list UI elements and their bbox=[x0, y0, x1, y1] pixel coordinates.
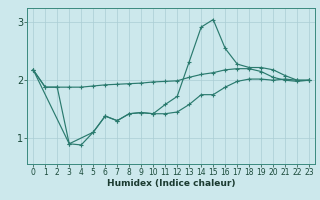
X-axis label: Humidex (Indice chaleur): Humidex (Indice chaleur) bbox=[107, 179, 236, 188]
